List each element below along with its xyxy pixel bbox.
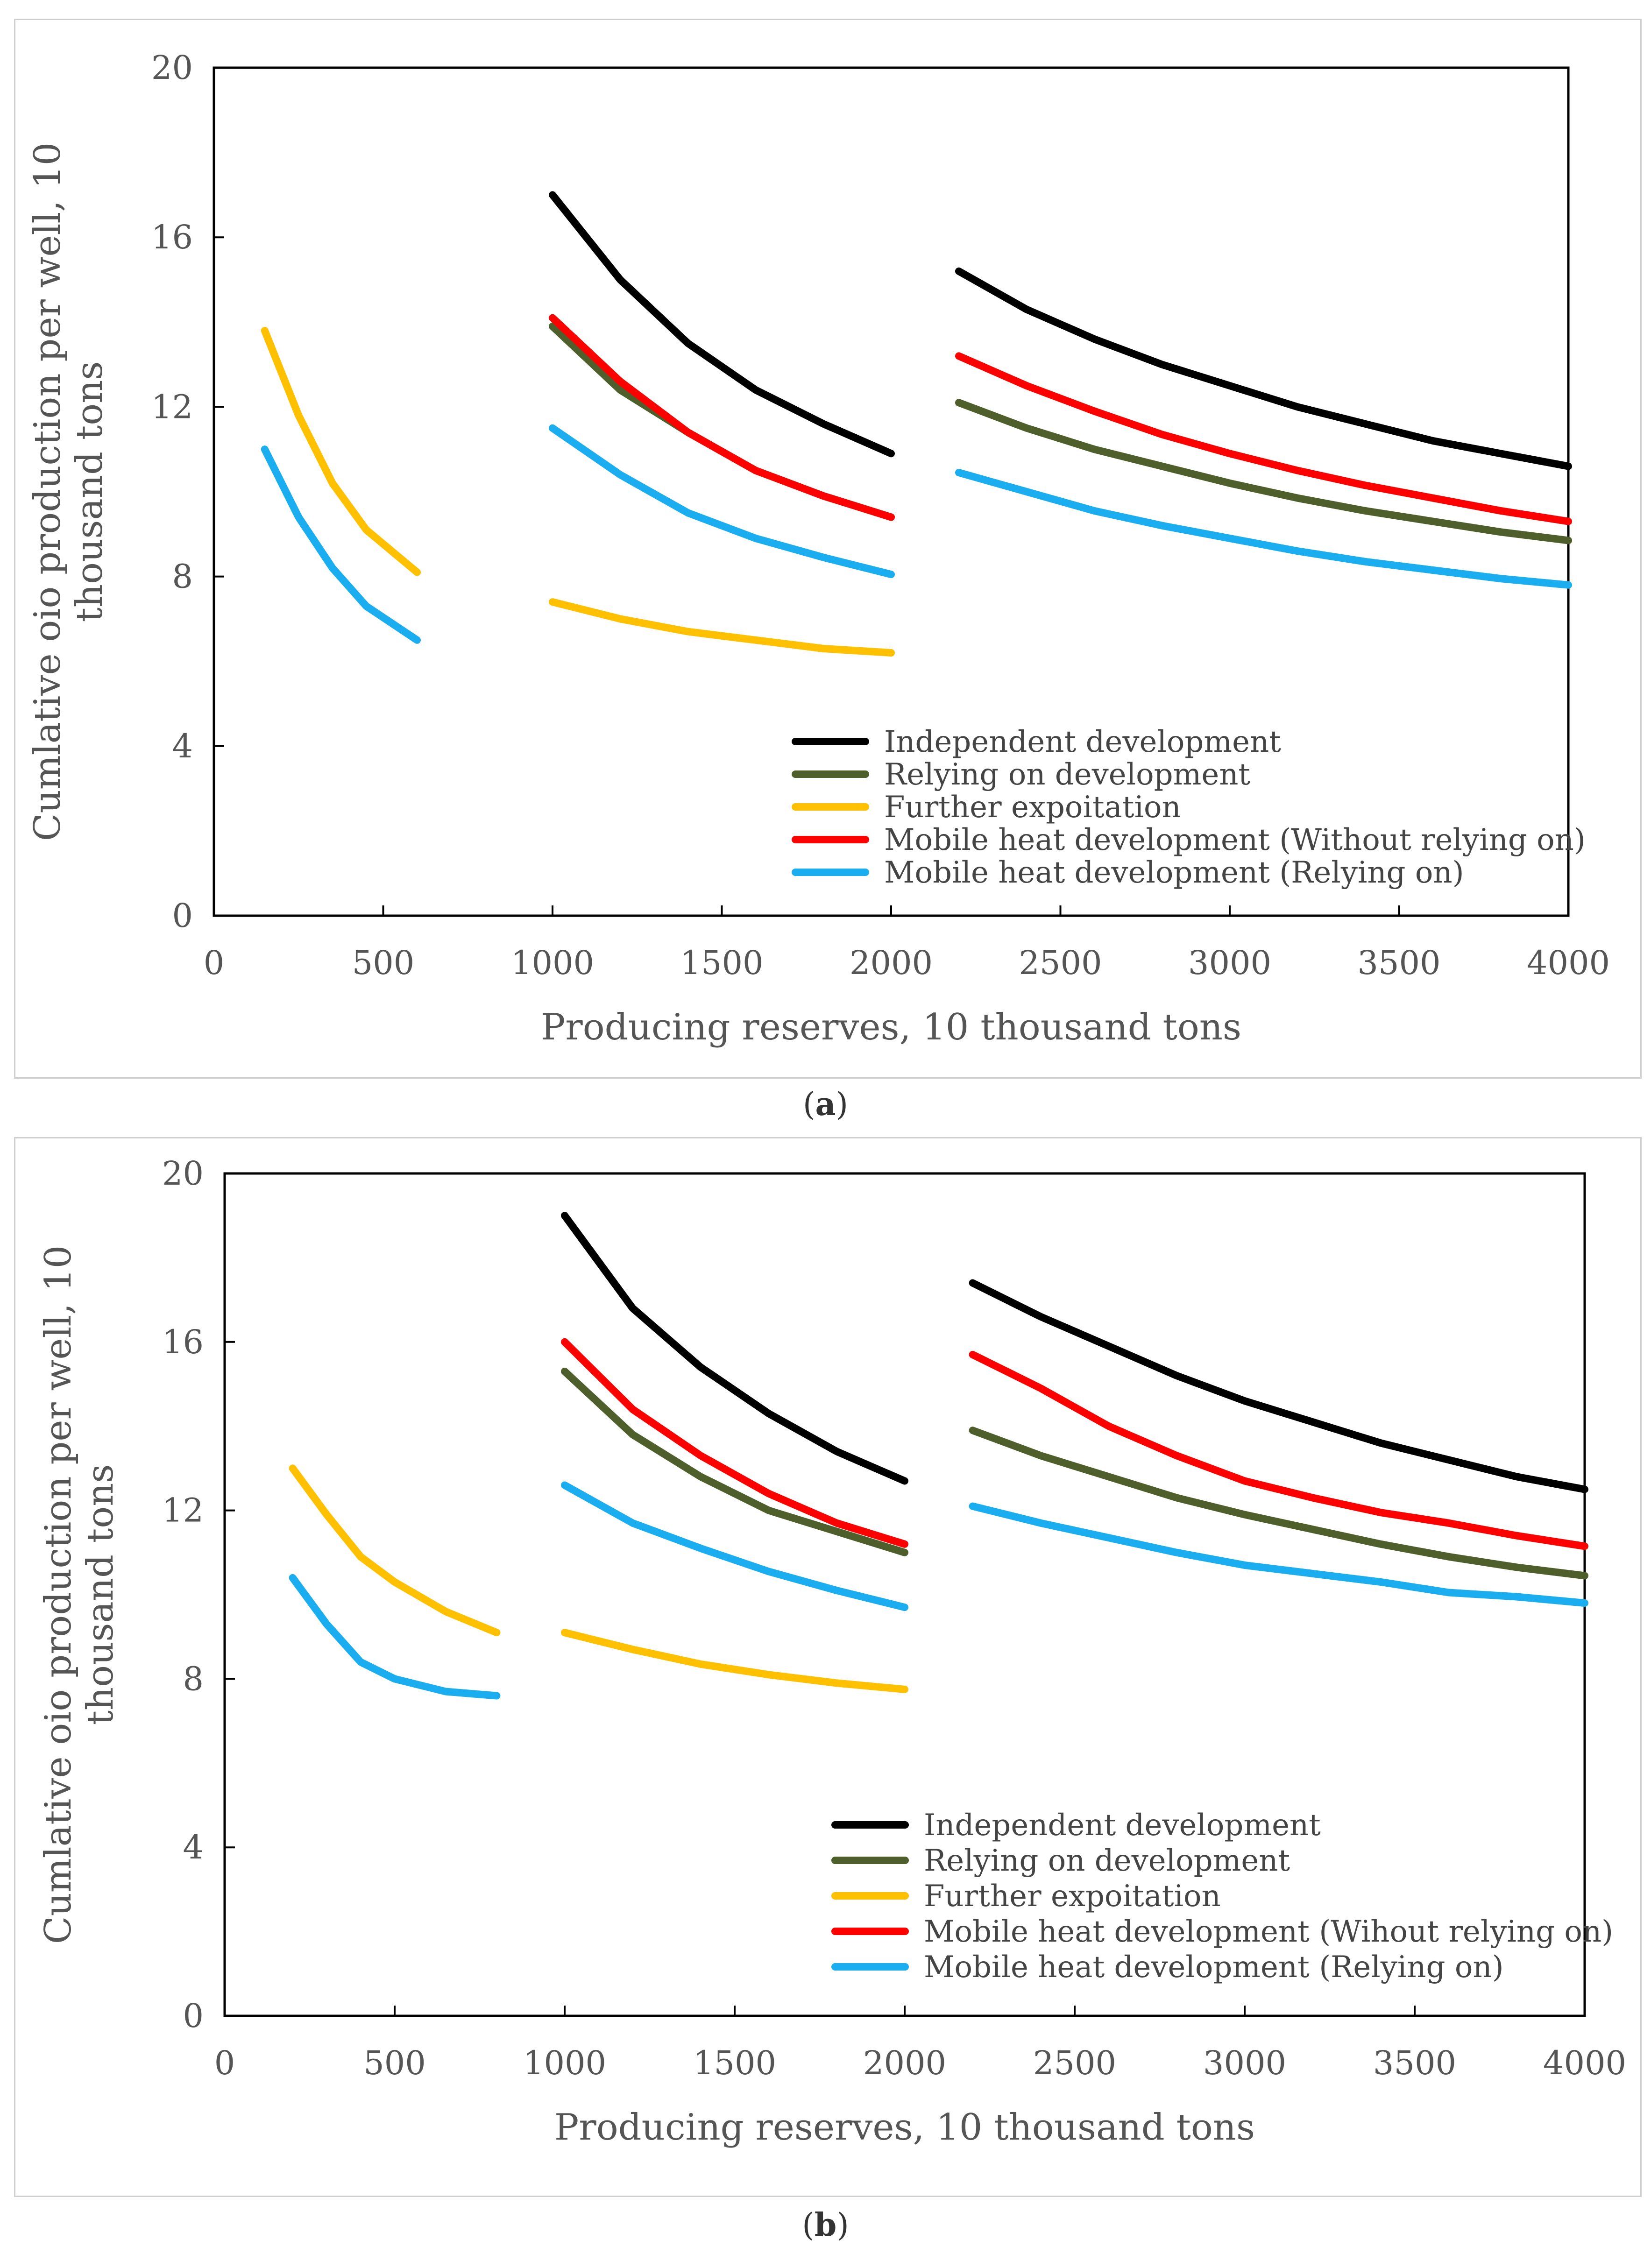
chart-a-xtick-label: 0	[204, 944, 225, 982]
chart-b-y-axis-label-line2: thousand tons	[79, 1464, 121, 1725]
chart-a-xtick-label: 3000	[1188, 944, 1271, 982]
chart-b-legend-label-1: Independent development	[924, 1808, 1321, 1843]
chart-a-series-1-segment-1	[549, 191, 895, 458]
chart-b-ytick-label: 4	[183, 1828, 204, 1866]
chart-b-xtick-label: 2500	[1033, 2044, 1116, 2082]
chart-a-series-1-segment-2	[955, 267, 1572, 470]
chart-b-ytick-label: 20	[162, 1154, 204, 1193]
chart-b-xtick-label: 4000	[1543, 2044, 1626, 2082]
chart-a-xtick-label: 2500	[1019, 944, 1102, 982]
chart-a-x-axis-label: Producing reserves, 10 thousand tons	[541, 1006, 1241, 1048]
chart-b-plot-area	[223, 1172, 1586, 2017]
chart-a-ytick-label: 8	[172, 558, 193, 596]
chart-b-xtick-label: 1000	[523, 2044, 606, 2082]
chart-a-xtick-label: 500	[352, 944, 415, 982]
caption-a-letter: a	[815, 1086, 836, 1123]
chart-b: 0 4 8 12 16 20 0 500 1000 1500 2000 2500 3000 3500 400…	[37, 1154, 1626, 2148]
chart-b-legend-label-3: Further expoitation	[924, 1879, 1221, 1914]
chart-b-ytick-label: 16	[162, 1323, 204, 1361]
chart-a-legend-label-2: Relying on development	[884, 757, 1250, 792]
panel-b-frame: 0 4 8 12 16 20 0 500 1000 1500 2000 2500 3000 3500 400…	[14, 1137, 1642, 2197]
chart-b-series-3-segment-1	[289, 1464, 501, 1637]
chart-b-xtick-label: 2000	[863, 2044, 946, 2082]
chart-a-series-4-segment-1	[549, 314, 895, 521]
chart-b-series-4-segment-1	[561, 1338, 908, 1548]
chart-b-ytick-label: 0	[183, 1997, 204, 2035]
chart-b-xtick-label: 500	[363, 2044, 426, 2082]
chart-a-series-5-segment-3	[955, 469, 1572, 589]
chart-a-legend-label-5: Mobile heat development (Relying on)	[884, 855, 1464, 890]
chart-b-ytick-label: 12	[162, 1491, 204, 1530]
chart-b-series-2-segment-2	[969, 1427, 1588, 1580]
chart-a-series-3-segment-1	[261, 327, 421, 576]
chart-b-series-3-segment-2	[561, 1629, 908, 1693]
chart-a-y-axis-label-line1: Cumlative oio production per well, 10	[27, 142, 69, 841]
chart-b-xtick-label: 3000	[1203, 2044, 1286, 2082]
caption-b-letter: b	[814, 2206, 837, 2244]
chart-b-y-axis-label-line1: Cumlative oio production per well, 10	[37, 1245, 79, 1944]
chart-a-series-5-segment-2	[549, 424, 895, 579]
chart-b-series-5-segment-2	[561, 1481, 908, 1611]
chart-b-ytick-label: 8	[183, 1660, 204, 1698]
chart-b-series-4-segment-2	[969, 1350, 1588, 1550]
caption-b: (b)	[802, 2206, 849, 2244]
chart-a-series-2-segment-1	[549, 322, 895, 521]
chart-b-series-5-segment-1	[289, 1574, 501, 1700]
chart-a-xtick-label: 1500	[680, 944, 763, 982]
chart-a-legend-label-1: Independent development	[884, 725, 1281, 759]
chart-b-xtick-label: 3500	[1373, 2044, 1456, 2082]
chart-a-series-4-segment-2	[955, 352, 1572, 525]
chart-a-legend-label-4: Mobile heat development (Without relying…	[884, 823, 1586, 857]
chart-a: 0 4 8 12 16 20 0 500 1000 1500 2000 2500 3000 3500 400…	[27, 49, 1610, 1048]
chart-a-ytick-label: 4	[172, 727, 193, 765]
chart-a-series-2-segment-2	[955, 399, 1572, 544]
chart-a-series-5-segment-1	[261, 445, 421, 644]
chart-a-ytick-label: 20	[151, 49, 193, 87]
chart-b-series-1-segment-1	[561, 1212, 908, 1485]
chart-a-xtick-label: 4000	[1527, 944, 1610, 982]
chart-b-series-1-segment-2	[969, 1279, 1588, 1493]
chart-b-legend-label-4: Mobile heat development (Wihout relying …	[924, 1915, 1613, 1949]
chart-a-xtick-label: 3500	[1357, 944, 1440, 982]
chart-a-y-axis-label-line2: thousand tons	[69, 361, 111, 622]
chart-a-series-3-segment-2	[549, 598, 895, 657]
chart-a-xtick-label: 1000	[511, 944, 594, 982]
chart-b-legend-label-5: Mobile heat development (Relying on)	[924, 1950, 1504, 1985]
chart-b-xtick-label: 0	[214, 2044, 235, 2082]
chart-a-ytick-label: 12	[151, 388, 193, 426]
chart-b-series-2-segment-1	[561, 1367, 908, 1556]
chart-a-ytick-label: 0	[172, 897, 193, 935]
chart-b-x-axis-label: Producing reserves, 10 thousand tons	[554, 2106, 1255, 2148]
caption-a: (a)	[802, 1086, 849, 1123]
chart-b-series-5-segment-3	[969, 1502, 1588, 1607]
chart-b-legend-label-2: Relying on development	[924, 1844, 1290, 1878]
chart-b-xtick-label: 1500	[693, 2044, 776, 2082]
chart-a-ytick-label: 16	[151, 218, 193, 256]
chart-a-legend-label-3: Further expoitation	[884, 790, 1181, 825]
chart-a-xtick-label: 2000	[850, 944, 933, 982]
panel-a-frame: 0 4 8 12 16 20 0 500 1000 1500 2000 2500 3000 3500 400…	[14, 19, 1642, 1079]
